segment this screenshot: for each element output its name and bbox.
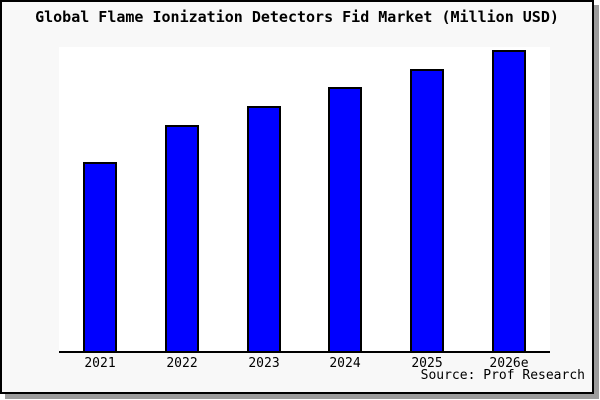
x-tick-label: 2025	[411, 356, 443, 371]
x-axis-ticks: 2021 2022 2023 2024 2025 2026e	[59, 356, 550, 372]
x-tick-label: 2021	[84, 356, 116, 371]
bar-2023	[247, 106, 281, 351]
bar-2021	[83, 162, 117, 351]
plot-area	[59, 47, 550, 353]
bar-2022	[165, 125, 199, 351]
chart-frame: Global Flame Ionization Detectors Fid Ma…	[0, 0, 594, 394]
x-tick-label: 2022	[166, 356, 198, 371]
bar-2026e	[492, 50, 526, 351]
bar-2025	[410, 69, 444, 351]
source-credit: Source: Prof Research	[420, 368, 585, 383]
x-tick-label: 2024	[329, 356, 361, 371]
x-tick-label: 2026e	[489, 356, 529, 371]
bar-2024	[328, 87, 362, 351]
chart-title: Global Flame Ionization Detectors Fid Ma…	[35, 8, 559, 26]
x-tick-label: 2023	[248, 356, 280, 371]
